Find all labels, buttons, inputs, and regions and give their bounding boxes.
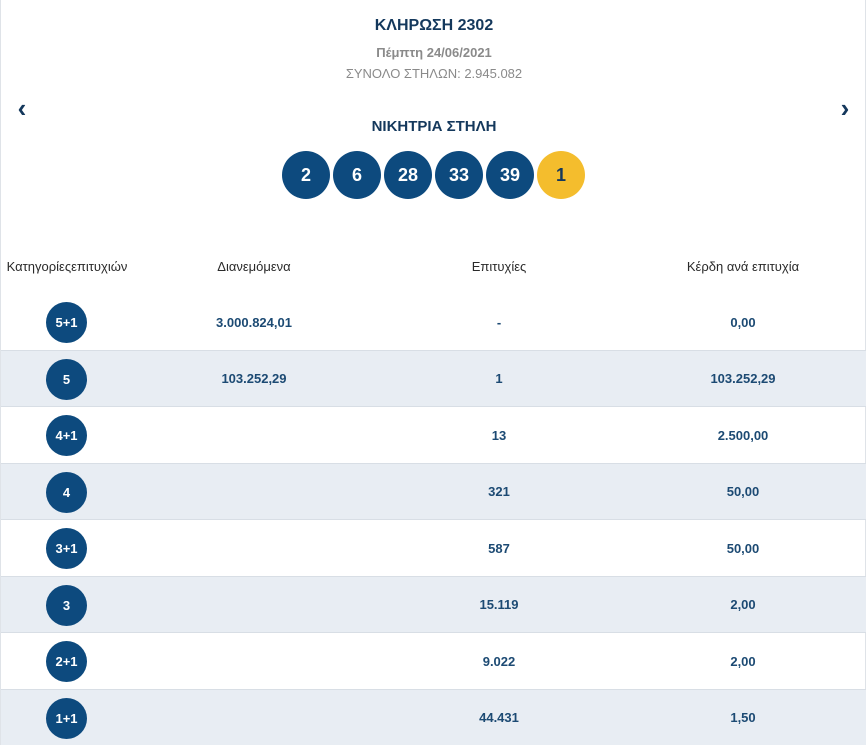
- distributed-amount: [154, 690, 354, 745]
- table-row: 3+1 587 50,00: [1, 520, 866, 577]
- winning-numbers: 2 6 28 33 39 1: [282, 151, 585, 199]
- header-distributed: Διανεμόμενα: [217, 258, 291, 274]
- table-row: 1+1 44.431 1,50: [1, 689, 866, 745]
- distributed-amount: 3.000.824,01: [216, 314, 292, 330]
- previous-draw-icon[interactable]: ‹: [17, 93, 27, 123]
- draw-date: Πέμπτη 24/06/2021: [376, 45, 492, 60]
- bonus-number-ball: 1: [537, 151, 585, 199]
- prize-per-winner: 103.252,29: [710, 371, 776, 386]
- header-prize-per-winner: Κέρδη ανά επιτυχία: [686, 258, 800, 274]
- winning-number-ball: 39: [486, 151, 534, 199]
- draw-title: ΚΛΗΡΩΣΗ 2302: [374, 17, 494, 34]
- distributed-amount: [154, 520, 354, 576]
- category-badge: 3: [46, 584, 87, 626]
- winners-count: 15.119: [479, 597, 519, 612]
- header-categories: Κατηγορίες επιτυχιών: [6, 258, 128, 274]
- distributed-amount: [154, 577, 354, 633]
- category-badge: 5: [46, 358, 87, 400]
- table-row: 3 15.119 2,00: [1, 576, 866, 633]
- table-row: 5+1 3.000.824,01 - 0,00: [1, 294, 866, 351]
- prize-per-winner: 50,00: [726, 484, 760, 499]
- distributed-amount: [154, 464, 354, 520]
- winning-number-ball: 28: [384, 151, 432, 199]
- winners-count: 587: [488, 540, 510, 556]
- distributed-amount: 103.252,29: [221, 371, 287, 386]
- table-row: 4 321 50,00: [1, 463, 866, 520]
- table-header: Κατηγορίες επιτυχιών Διανεμόμενα Επιτυχίε…: [1, 243, 866, 293]
- category-badge: 3+1: [46, 528, 87, 569]
- distributed-amount: [154, 633, 354, 689]
- winning-number-ball: 6: [333, 151, 381, 199]
- prize-per-winner: 2,00: [730, 597, 756, 612]
- prize-per-winner: 2.500,00: [717, 427, 769, 443]
- category-badge: 4: [46, 471, 87, 513]
- category-badge: 5+1: [46, 302, 87, 343]
- winning-number-ball: 2: [282, 151, 330, 199]
- winning-column-title: ΝΙΚΗΤΡΙΑ ΣΤΗΛΗ: [371, 118, 497, 135]
- prize-per-winner: 50,00: [726, 540, 760, 556]
- winners-count: 44.431: [479, 710, 519, 725]
- next-draw-icon[interactable]: ›: [840, 93, 850, 123]
- prize-per-winner: 0,00: [730, 314, 756, 330]
- winning-number-ball: 33: [435, 151, 483, 199]
- table-row: 5 103.252,29 1 103.252,29: [1, 350, 866, 407]
- winners-count: -: [496, 314, 502, 330]
- table-row: 4+1 13 2.500,00: [1, 407, 866, 464]
- header-winners: Επιτυχίες: [471, 258, 527, 274]
- distributed-amount: [154, 407, 354, 463]
- prize-per-winner: 1,50: [730, 710, 756, 725]
- winners-count: 9.022: [482, 653, 516, 669]
- prize-per-winner: 2,00: [730, 653, 756, 669]
- category-badge: 2+1: [46, 641, 87, 682]
- winners-count: 1: [495, 371, 503, 386]
- table-row: 2+1 9.022 2,00: [1, 633, 866, 690]
- category-badge: 4+1: [46, 415, 87, 456]
- winners-count: 321: [488, 484, 510, 499]
- winners-count: 13: [491, 427, 507, 443]
- total-columns: ΣΥΝΟΛΟ ΣΤΗΛΩΝ: 2.945.082: [345, 66, 523, 81]
- results-table: 5+1 3.000.824,01 - 0,00 5 103.252,29 1 103.252,…: [1, 294, 866, 745]
- category-badge: 1+1: [46, 697, 87, 739]
